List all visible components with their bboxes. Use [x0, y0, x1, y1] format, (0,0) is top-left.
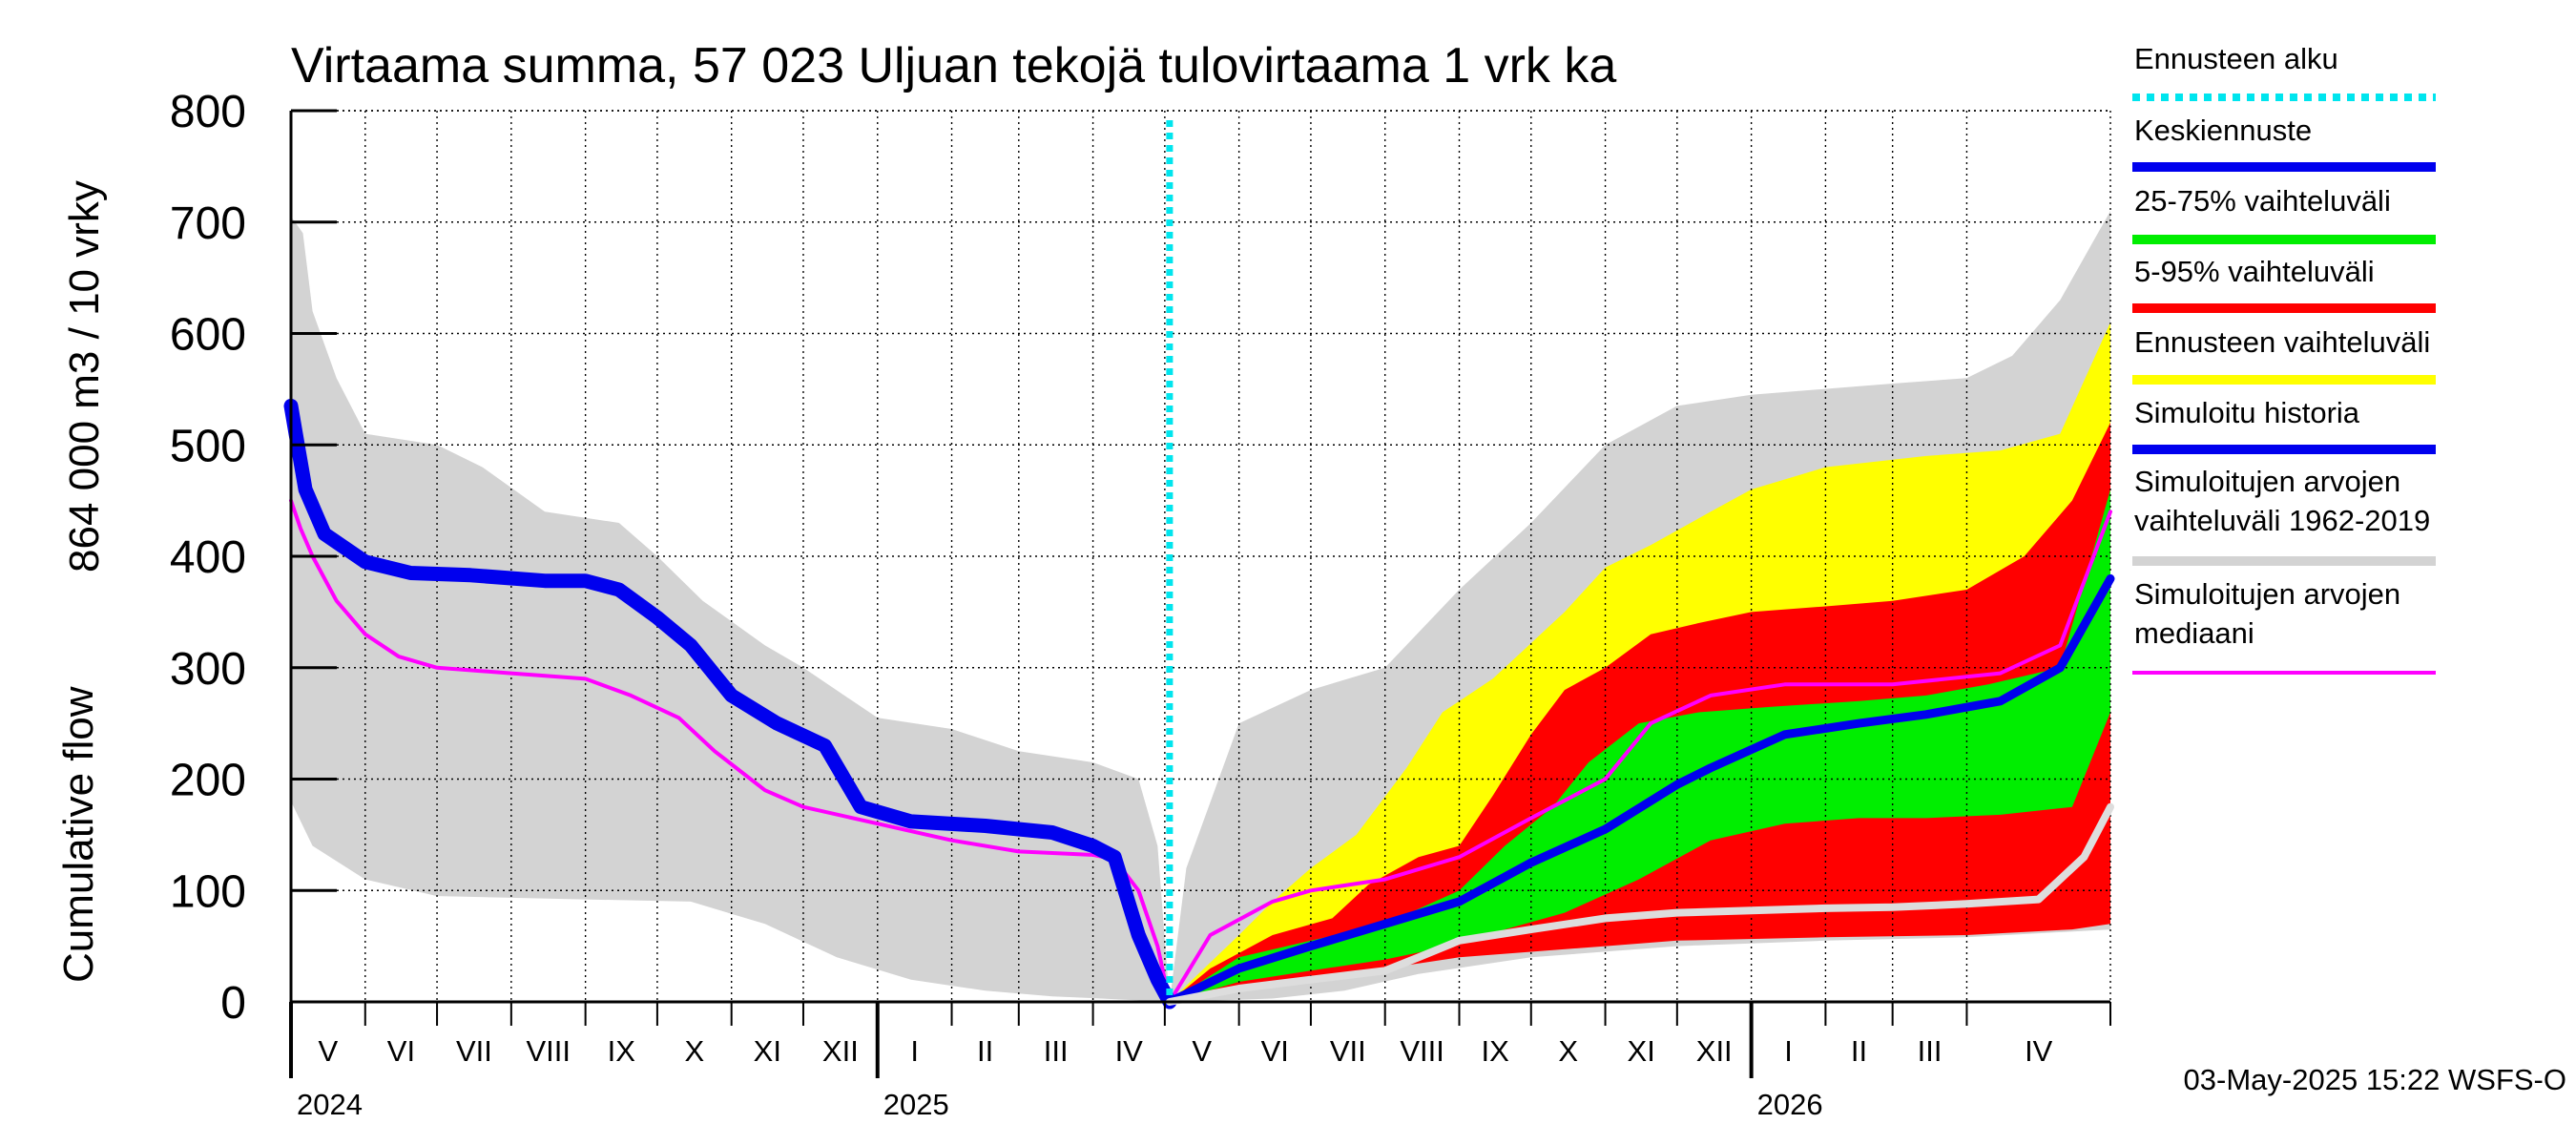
chart-title: Virtaama summa, 57 023 Uljuan tekojä tul…	[291, 38, 1616, 94]
month-label: VII	[456, 1034, 492, 1068]
legend-label: Ennusteen alku	[2134, 42, 2338, 75]
month-label: XI	[754, 1034, 781, 1068]
legend-label: Keskiennuste	[2134, 114, 2312, 147]
month-label: XII	[822, 1034, 859, 1068]
month-label: XII	[1696, 1034, 1733, 1068]
month-label: VIII	[526, 1034, 571, 1068]
band-25-75-vaihteluv-li	[1169, 489, 2110, 1002]
y-tick-label: 400	[170, 532, 246, 583]
legend-label: Simuloitujen arvojen	[2134, 465, 2400, 498]
month-label: VII	[1330, 1034, 1366, 1068]
series-simuloitu-historia	[283, 398, 1177, 1010]
month-label: VIII	[1400, 1034, 1444, 1068]
legend-label: Simuloitujen arvojen	[2134, 577, 2400, 611]
month-label: IX	[1481, 1034, 1509, 1068]
month-label: X	[1558, 1034, 1578, 1068]
month-label: X	[684, 1034, 704, 1068]
y-tick-label: 500	[170, 421, 246, 471]
y-tick-label: 600	[170, 310, 246, 361]
month-label: IV	[2025, 1034, 2053, 1068]
series-keskiennuste	[1165, 573, 2115, 1007]
month-label: III	[1918, 1034, 1942, 1068]
band-5-95-vaihteluv-li	[1169, 422, 2110, 1002]
y-tick-label: 300	[170, 644, 246, 695]
month-label: V	[319, 1034, 339, 1068]
y-axis-label-top: 864 000 m3 / 10 vrky	[61, 180, 108, 572]
y-tick-label: 800	[170, 87, 246, 137]
legend-label: Simuloitu historia	[2134, 396, 2360, 429]
timestamp-footer: 03-May-2025 15:22 WSFS-O	[2184, 1063, 2566, 1096]
bands-layer	[291, 211, 2110, 1003]
series-layer	[283, 120, 2115, 1010]
month-label: II	[977, 1034, 993, 1068]
legend-label: Ennusteen vaihteluväli	[2134, 325, 2430, 359]
series-line	[1165, 802, 2114, 1006]
legend-label: 25-75% vaihteluväli	[2134, 184, 2391, 218]
month-label: IV	[1115, 1034, 1144, 1068]
y-tick-label: 200	[170, 756, 246, 806]
legend-label: vaihteluväli 1962-2019	[2134, 504, 2430, 537]
y-axis-label-bottom: Cumulative flow	[55, 686, 102, 983]
month-label: III	[1044, 1034, 1069, 1068]
month-label: I	[1784, 1034, 1793, 1068]
month-label: VI	[1261, 1034, 1289, 1068]
legend: Ennusteen alku Keskiennuste 25-75% vaihtel…	[2132, 42, 2436, 675]
legend-label: mediaani	[2134, 616, 2254, 650]
year-label: 2024	[297, 1088, 363, 1121]
month-label: VI	[387, 1034, 415, 1068]
y-tick-label: 700	[170, 198, 246, 249]
month-label: II	[1851, 1034, 1867, 1068]
year-label: 2026	[1757, 1088, 1823, 1121]
year-label: 2025	[883, 1088, 949, 1121]
y-tick-label: 100	[170, 866, 246, 917]
month-label: I	[910, 1034, 919, 1068]
month-label: XI	[1628, 1034, 1655, 1068]
y-tick-label: 0	[220, 978, 246, 1029]
month-label: IX	[608, 1034, 636, 1068]
month-label: V	[1192, 1034, 1212, 1068]
legend-label: 5-95% vaihteluväli	[2134, 255, 2375, 288]
